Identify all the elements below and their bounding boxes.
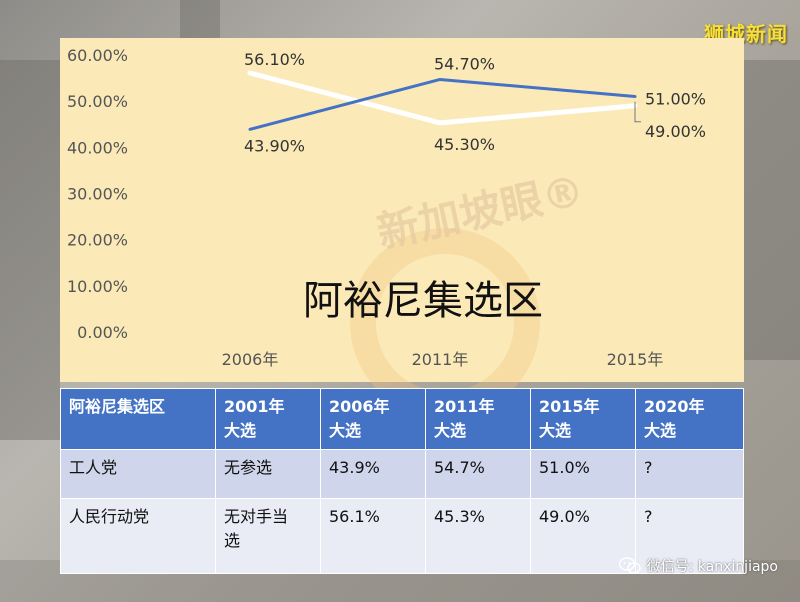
table-header-row: 阿裕尼集选区 2001年 大选 2006年 大选 2011年 大选 2015年 … [60, 388, 744, 450]
x-tick-label: 2006年 [222, 350, 279, 369]
cell-2020: ? [635, 498, 744, 574]
x-tick-label: 2015年 [607, 350, 664, 369]
table-row: 人民行动党 无对手当 选 56.1% 45.3% 49.0% ? [60, 498, 744, 574]
wechat-icon [618, 557, 641, 574]
header-2015: 2015年 大选 [530, 388, 636, 450]
chart-title: 阿裕尼集选区 [303, 278, 543, 324]
data-label: 54.70% [434, 54, 495, 73]
cell-2011: 54.7% [425, 449, 531, 499]
cell-party: 人民行动党 [60, 498, 216, 574]
data-label: 43.90% [244, 136, 305, 155]
wechat-id: 微信号: kanxinjiapo [646, 559, 778, 575]
header-2011: 2011年 大选 [425, 388, 531, 450]
y-tick-label: 40.00% [67, 138, 128, 157]
wechat-watermark: 微信号: kanxinjiapo [618, 556, 778, 576]
x-tick-label: 2011年 [412, 350, 469, 369]
cell-2001: 无参选 [215, 449, 321, 499]
y-tick-label: 50.00% [67, 92, 128, 111]
cell-2015: 49.0% [530, 498, 636, 574]
cell-2011: 45.3% [425, 498, 531, 574]
header-2006: 2006年 大选 [320, 388, 426, 450]
data-label: 56.10% [244, 50, 305, 69]
series-line [248, 77, 637, 131]
cell-2001: 无对手当 选 [215, 498, 321, 574]
y-tick-label: 60.00% [67, 46, 128, 65]
cell-2006: 43.9% [320, 449, 426, 499]
data-label: 45.30% [434, 135, 495, 154]
cell-party: 工人党 [60, 449, 216, 499]
table-row: 工人党 无参选 43.9% 54.7% 51.0% ? [60, 449, 744, 499]
header-2020: 2020年 大选 [635, 388, 744, 450]
background-pole [180, 0, 220, 40]
chart-panel: 新加坡眼® 0.00% 10.00% 20.00% 30.00% 40.00% 50.00… [60, 38, 744, 418]
cell-2020: ? [635, 449, 744, 499]
results-table: 阿裕尼集选区 2001年 大选 2006年 大选 2011年 大选 2015年 … [60, 388, 744, 574]
label-leader-line [634, 101, 641, 123]
y-tick-label: 0.00% [77, 323, 128, 342]
data-label: 51.00% [645, 90, 706, 109]
y-tick-label: 20.00% [67, 231, 128, 250]
data-label: 49.00% [645, 122, 706, 141]
y-tick-label: 30.00% [67, 185, 128, 204]
y-tick-label: 10.00% [67, 277, 128, 296]
background-tree [744, 60, 800, 360]
cell-2015: 51.0% [530, 449, 636, 499]
header-2001: 2001年 大选 [215, 388, 321, 450]
cell-2006: 56.1% [320, 498, 426, 574]
background-building [0, 60, 60, 440]
header-constituency: 阿裕尼集选区 [60, 388, 216, 450]
series-line [247, 70, 638, 126]
line-chart: 0.00% 10.00% 20.00% 30.00% 40.00% 50.00% 60.00… [67, 46, 706, 369]
